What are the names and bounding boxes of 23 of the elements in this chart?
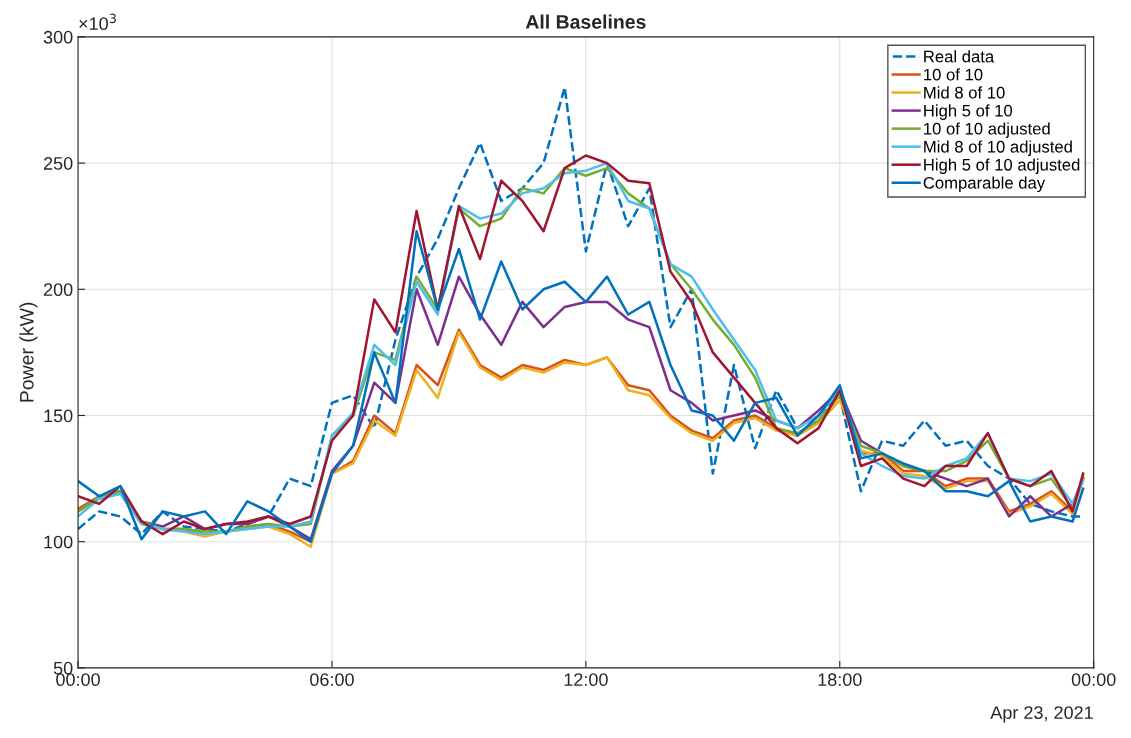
- chart-title: All Baselines: [525, 14, 646, 29]
- legend-label: Mid 8 of 10: [924, 86, 1005, 99]
- y-tick-label: 100: [44, 535, 73, 549]
- legend-label: High 5 of 10: [924, 104, 1013, 120]
- text: Apr 23, 2021: [990, 706, 1093, 723]
- legend-label: High 5 of 10 adjusted: [924, 158, 1080, 174]
- x-tick-label: 12:00: [564, 673, 608, 687]
- text: ×10$^{3}$: [79, 13, 116, 31]
- y-tick-label: 250: [43, 157, 73, 170]
- x-tick-label: 06:00: [310, 673, 354, 687]
- y-tick-label: 150: [44, 409, 73, 423]
- legend-label: 10 of 10 adjusted: [924, 122, 1050, 138]
- y-tick-label: 50: [53, 661, 73, 675]
- legend-label: Mid 8 of 10 adjusted: [924, 140, 1072, 156]
- y-tick-label: 200: [43, 283, 73, 297]
- x-tick-label: 00:00: [1071, 673, 1116, 687]
- legend-label: Real data: [924, 50, 995, 63]
- y-axis-title: Power (kW): [19, 302, 38, 402]
- legend-label: 10 of 10: [924, 68, 983, 81]
- legend-label: Comparable day: [923, 176, 1046, 193]
- x-tick-label: 00:00: [56, 673, 100, 687]
- x-tick-label: 18:00: [818, 673, 862, 687]
- y-tick-label: 300: [43, 30, 73, 44]
